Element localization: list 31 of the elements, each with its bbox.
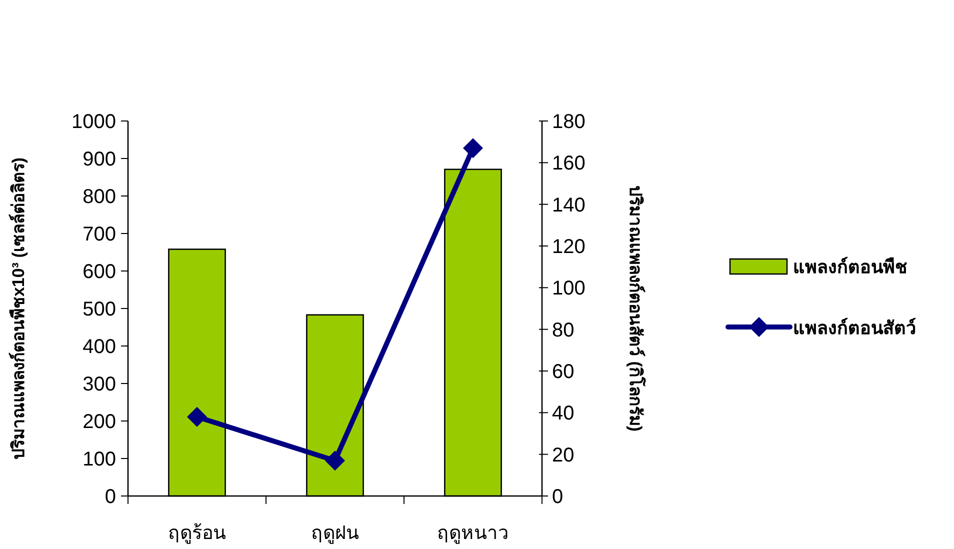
legend-label: แพลงก์ตอนสัตว์ — [793, 317, 916, 338]
y2-tick-label: 40 — [552, 402, 574, 425]
y-tick-label: 200 — [82, 411, 116, 433]
y2-tick-label: 0 — [552, 486, 564, 508]
legend-label: แพลงก์ตอนพืช — [793, 256, 907, 277]
y-tick-label: 600 — [82, 261, 116, 283]
x-tick-label: ฤดูหนาว — [437, 523, 509, 544]
y2-tick-label: 80 — [552, 319, 574, 342]
y-tick-label: 1000 — [72, 111, 116, 133]
y2-tick-label: 180 — [552, 111, 586, 133]
point — [325, 450, 345, 471]
y2-axis-title: ปริมาณแพลงก์ตอนสัตว์ (กิโลกรัม) — [626, 185, 646, 432]
y2-tick-label: 20 — [552, 444, 574, 466]
y-tick-label: 100 — [82, 448, 116, 470]
y-tick-label: 500 — [82, 298, 116, 320]
y2-tick-label: 100 — [552, 278, 586, 300]
point — [463, 138, 483, 158]
point — [187, 406, 207, 427]
y2-tick-label: 140 — [552, 194, 586, 216]
y2-tick-label: 60 — [552, 361, 574, 383]
y-tick-label: 800 — [82, 186, 116, 208]
y2-tick-label: 160 — [552, 152, 586, 175]
y-tick-label: 900 — [82, 148, 116, 170]
y-tick-label: 700 — [82, 224, 116, 246]
x-tick-label: ฤดูฝน — [311, 523, 359, 544]
x-tick-label: ฤดูร้อน — [168, 523, 226, 544]
y2-tick-label: 120 — [552, 236, 586, 258]
y-tick-label: 400 — [82, 336, 116, 358]
y-tick-label: 300 — [82, 374, 116, 396]
y-axis-title: ปริมาณแพลงก์ตอนพืชx10³ (เซลล์ต่อลิตร) — [8, 157, 28, 460]
y-tick-label: 0 — [104, 486, 116, 508]
